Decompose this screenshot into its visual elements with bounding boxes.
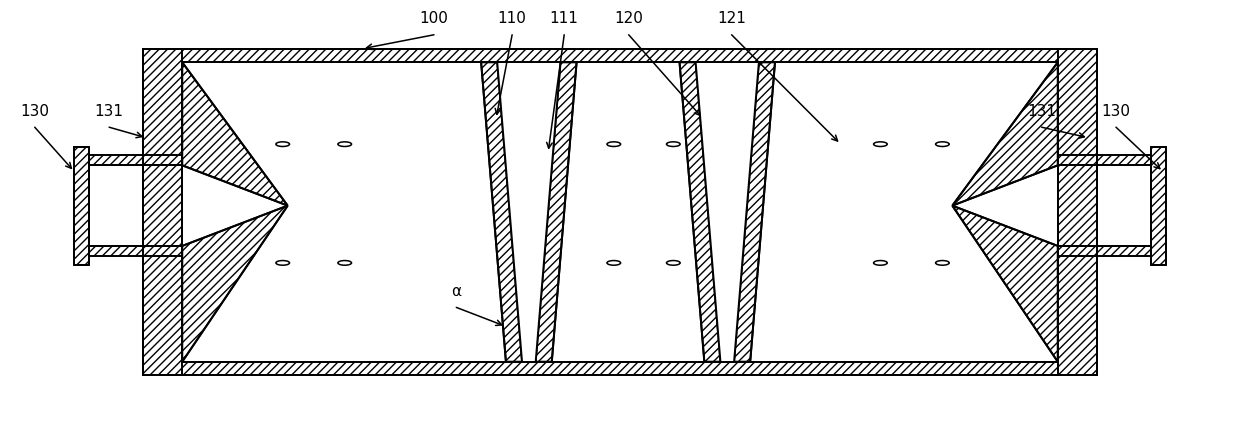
Text: 110: 110 xyxy=(497,11,527,26)
Polygon shape xyxy=(680,62,720,362)
Text: 100: 100 xyxy=(419,11,449,26)
Text: 120: 120 xyxy=(614,11,644,26)
Text: 131: 131 xyxy=(1027,104,1056,119)
Bar xyxy=(1151,147,1166,265)
Bar xyxy=(182,62,1058,362)
Polygon shape xyxy=(182,206,288,362)
Bar xyxy=(143,49,182,375)
Bar xyxy=(1058,49,1097,375)
Text: 130: 130 xyxy=(1101,104,1131,119)
Bar xyxy=(1058,165,1151,246)
Text: α: α xyxy=(451,284,461,299)
Text: 131: 131 xyxy=(94,104,124,119)
Polygon shape xyxy=(696,62,759,362)
Bar xyxy=(89,155,182,165)
Polygon shape xyxy=(182,62,288,206)
Polygon shape xyxy=(734,62,775,362)
Text: 130: 130 xyxy=(20,104,50,119)
Bar xyxy=(89,246,182,256)
Text: 111: 111 xyxy=(549,11,579,26)
Polygon shape xyxy=(952,62,1058,206)
Bar xyxy=(89,165,182,246)
Polygon shape xyxy=(536,62,577,362)
Bar xyxy=(143,362,1097,375)
Polygon shape xyxy=(952,206,1058,362)
Bar xyxy=(1058,155,1151,165)
Bar xyxy=(74,147,89,265)
Bar xyxy=(143,49,1097,62)
Polygon shape xyxy=(481,62,522,362)
Bar xyxy=(1058,246,1151,256)
Polygon shape xyxy=(497,62,560,362)
Text: 121: 121 xyxy=(717,11,746,26)
